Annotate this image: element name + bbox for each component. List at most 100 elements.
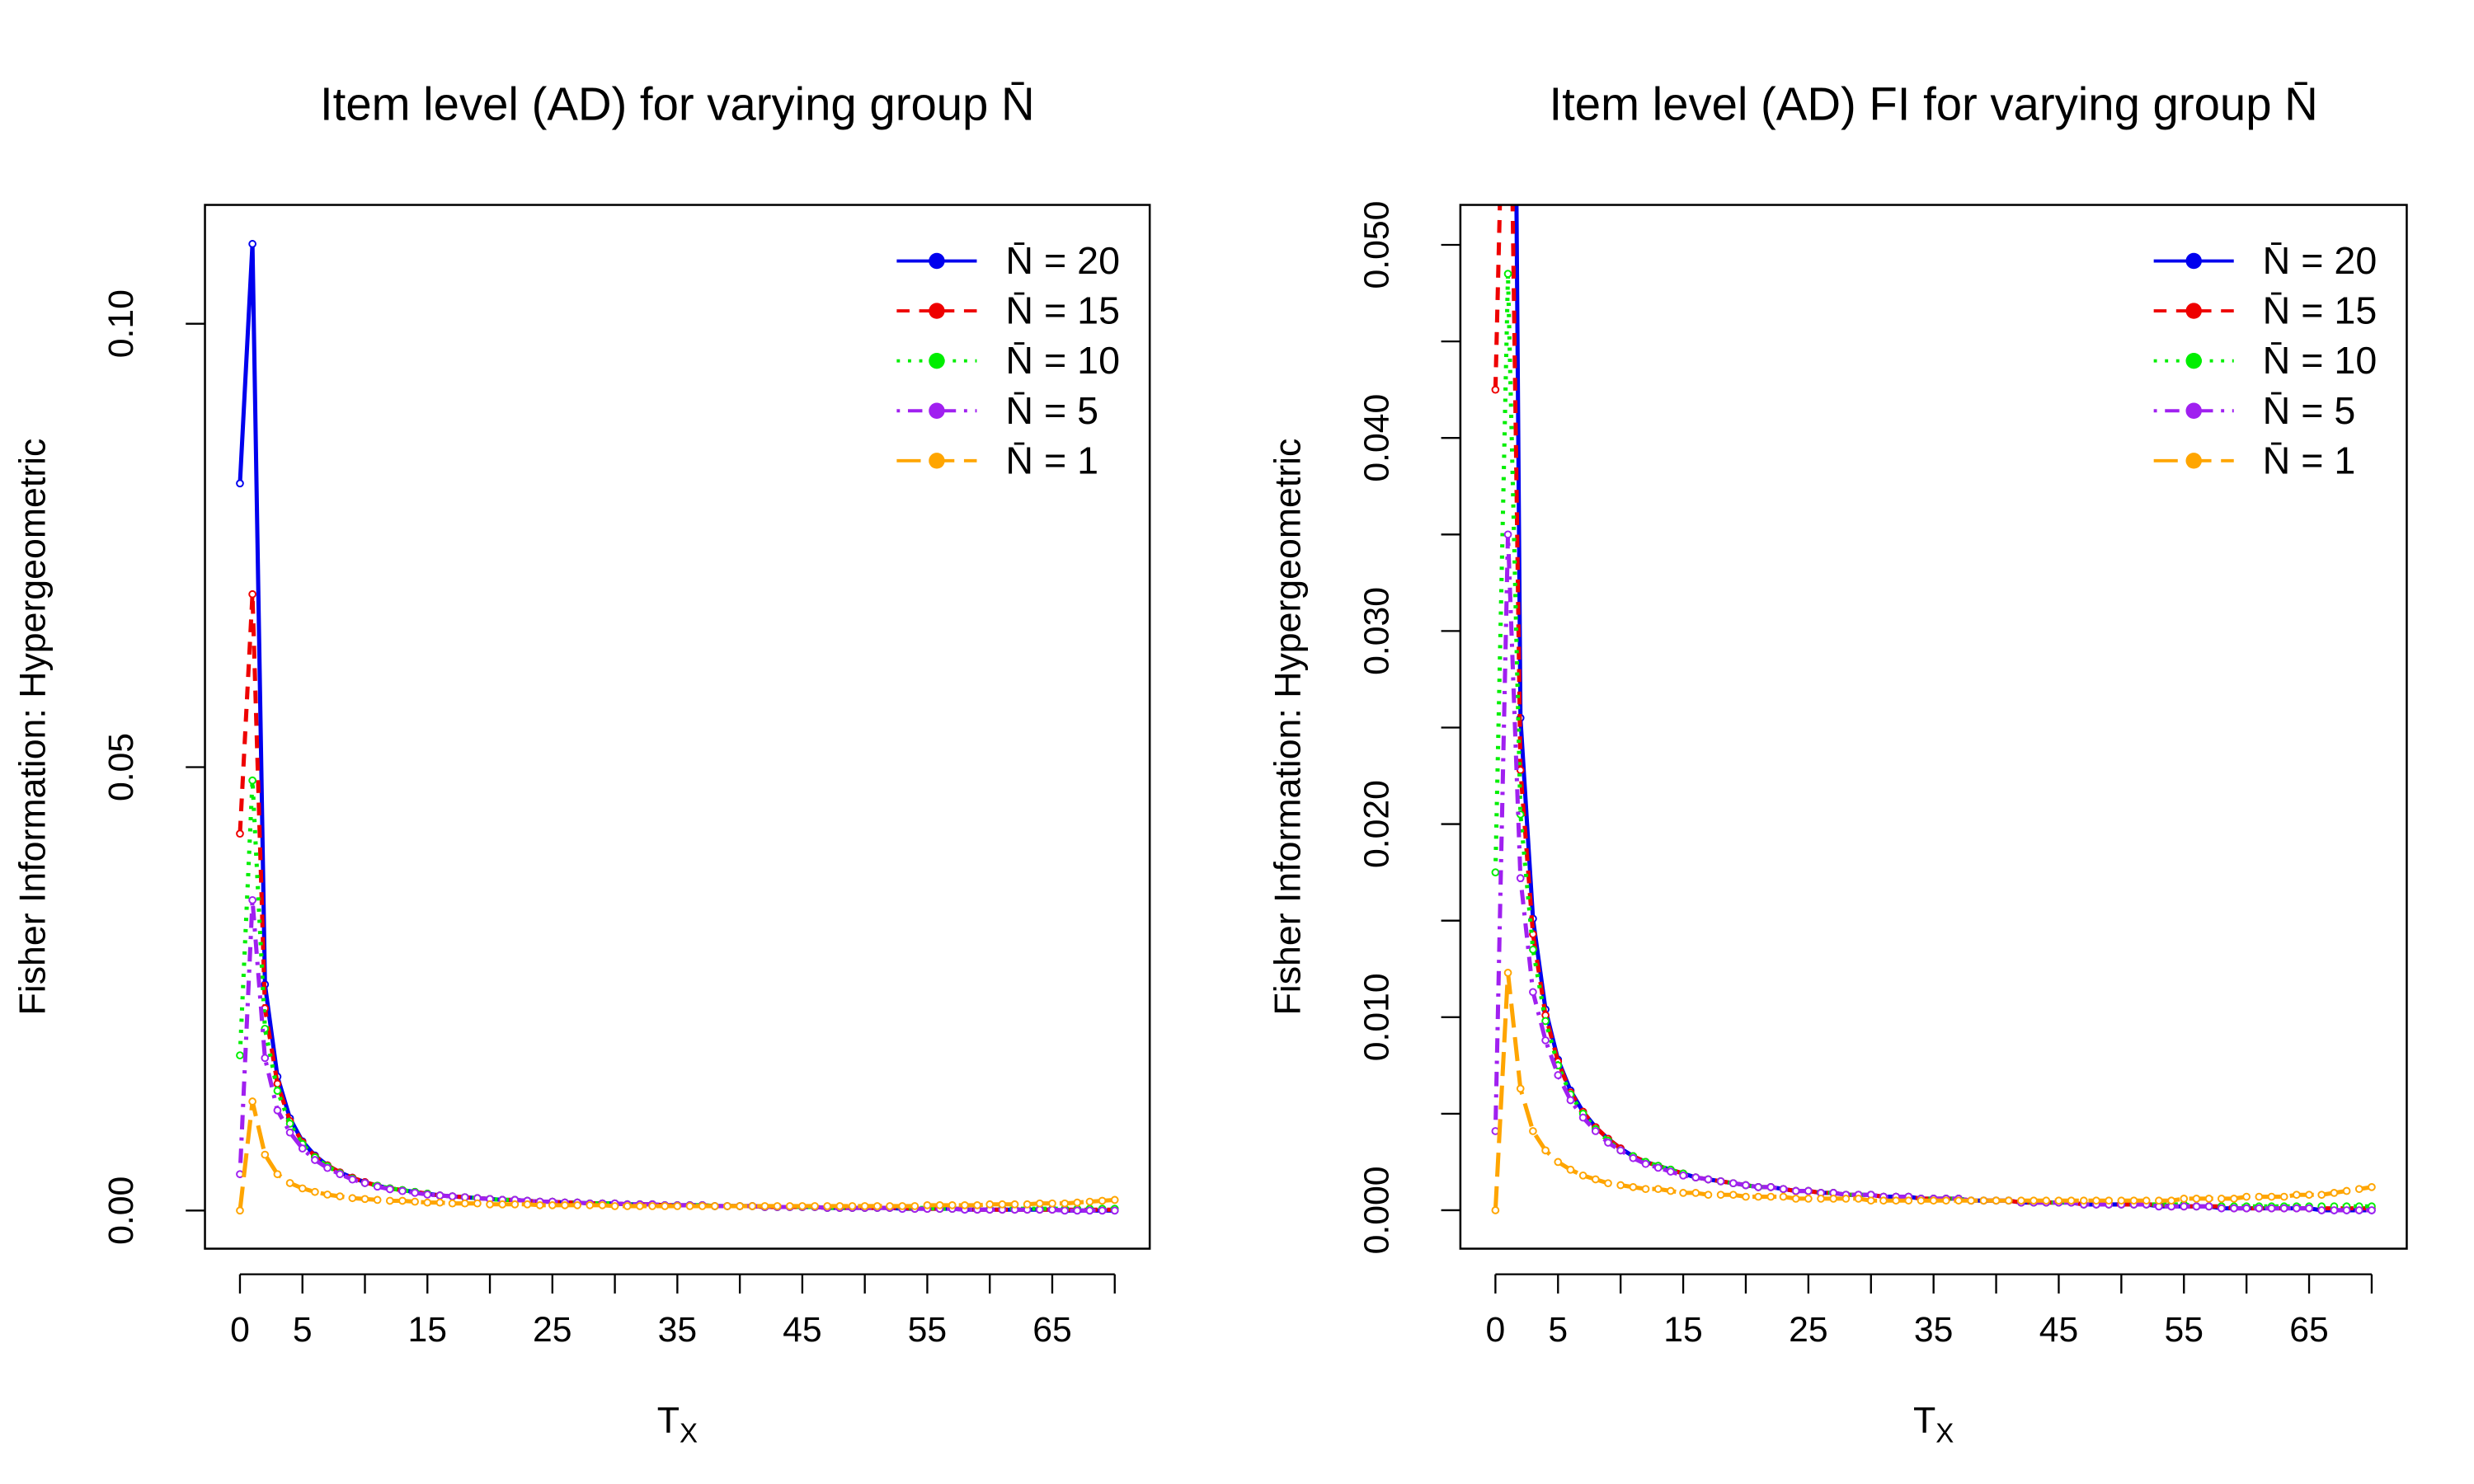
data-point [598,1201,607,1209]
data-point [1516,1084,1525,1093]
data-point [710,1202,719,1210]
legend-swatch-dot [929,402,945,419]
series-line [1493,204,2372,1211]
data-point [385,1196,394,1205]
data-point [298,1144,307,1153]
y-tick-label: 0.00 [101,1176,141,1245]
y-tick-label: 0.05 [101,733,141,801]
data-point [1061,1206,1069,1215]
data-point [2004,1196,2013,1205]
data-point [1954,1196,1963,1205]
data-point [1804,1186,1813,1195]
data-point [1023,1200,1032,1209]
x-axis-label: TX [657,1401,698,1449]
data-point [298,1184,307,1193]
data-point [2279,1204,2288,1213]
data-point [1085,1197,1094,1206]
data-point [736,1202,744,1210]
data-point [1578,1113,1587,1122]
x-tick-label: 25 [1789,1310,1828,1350]
x-tick-label: 25 [533,1310,572,1350]
data-point [1729,1190,1738,1200]
data-point [1866,1196,1875,1205]
data-point [398,1186,407,1195]
data-point [1829,1195,1838,1203]
data-point [1754,1183,1763,1191]
data-point [1879,1196,1888,1205]
data-point [760,1202,769,1210]
plot-area [236,240,1119,1215]
data-point [848,1202,857,1210]
data-point [448,1199,457,1208]
data-point [323,1190,332,1199]
legend-swatch-dot [2185,303,2202,319]
x-tick-label: 0 [230,1310,250,1350]
data-point [323,1163,332,1172]
data-point [1073,1206,1082,1215]
data-point [1691,1173,1700,1182]
data-point [1766,1183,1776,1191]
data-point [1491,1206,1500,1214]
x-tick-label: 45 [783,1310,822,1350]
data-point [2129,1196,2138,1205]
data-point [1503,969,1512,977]
legend-swatch-dot [2185,402,2202,419]
x-axis-label-sub: X [1935,1418,1954,1449]
legend-label: N̄ = 1 [1005,439,1098,481]
data-point [998,1200,1007,1209]
data-point [311,1156,319,1164]
series-line [1493,972,2373,1211]
data-point [2167,1196,2175,1205]
legend-label: N̄ = 1 [2263,439,2356,481]
data-point [423,1190,432,1199]
data-point [2217,1204,2226,1213]
data-point [535,1201,544,1209]
x-axis-label-sub: X [680,1418,698,1449]
series-line [238,243,1115,1213]
data-point [2279,1192,2288,1201]
legend-label: N̄ = 10 [2263,339,2378,382]
series-line [238,780,1115,1211]
data-point [1566,1096,1575,1105]
data-point [1691,1189,1700,1197]
data-point [1791,1186,1800,1195]
data-point [2317,1206,2326,1214]
data-point [336,1170,345,1179]
x-tick-label: 35 [658,1310,698,1350]
data-point [2230,1204,2238,1213]
data-point [1491,385,1500,394]
data-point [2230,1195,2238,1203]
data-point [1048,1199,1056,1208]
data-point [423,1198,432,1207]
data-point [435,1198,444,1207]
data-point [961,1201,969,1209]
data-point [1554,1071,1563,1079]
series-line [1493,274,2372,1209]
legend-label: N̄ = 5 [2263,389,2356,432]
data-point [435,1191,444,1200]
data-point [236,1051,244,1059]
data-point [1904,1196,1913,1205]
data-point [2030,1196,2038,1205]
data-point [360,1195,369,1204]
data-point [1529,945,1537,954]
data-point [1679,1171,1687,1180]
data-point [236,1206,244,1215]
data-point [1641,1185,1650,1194]
chart-title: Item level (AD) FI for varying group N̄ [1550,78,2318,130]
data-point [610,1202,619,1210]
data-point [411,1188,419,1197]
data-point [2354,1206,2363,1214]
data-point [1979,1196,1988,1205]
data-point [1967,1196,1976,1205]
x-tick-label: 35 [1914,1310,1954,1350]
data-point [1929,1196,1938,1205]
plot-area [1491,204,2376,1214]
series-line [238,899,1115,1213]
legend-swatch-dot [2185,252,2202,270]
data-point [1917,1196,1926,1205]
data-point [2267,1204,2276,1213]
legend-label: N̄ = 15 [2263,289,2378,332]
data-point [2368,1206,2376,1214]
